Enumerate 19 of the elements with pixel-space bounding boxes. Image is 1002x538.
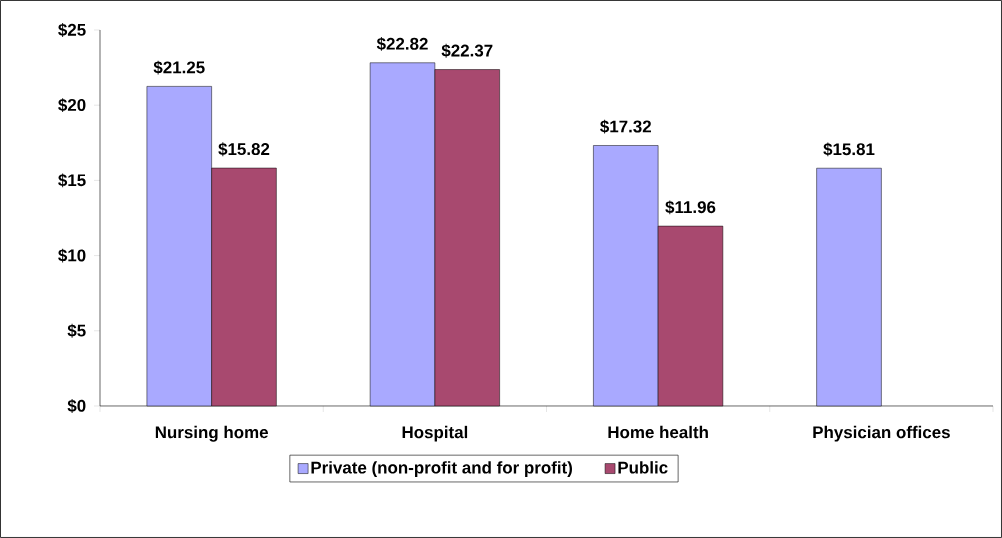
data-label: $15.82 xyxy=(218,142,270,157)
x-tick-label: Physician offices xyxy=(813,425,950,442)
data-label: $11.96 xyxy=(665,200,716,215)
y-tick-label: $5 xyxy=(67,323,86,338)
y-tick-label: $15 xyxy=(58,173,86,188)
x-tick-label: Hospital xyxy=(402,425,468,442)
y-tick-label: $20 xyxy=(58,98,86,113)
legend-label: Public xyxy=(618,461,668,474)
y-tick-label: $10 xyxy=(58,248,86,263)
y-tick-label: $0 xyxy=(67,399,86,413)
y-tick-label: $25 xyxy=(58,23,86,37)
x-tick-label: Home health xyxy=(608,425,708,439)
data-label: $15.81 xyxy=(823,142,875,157)
data-label: $22.82 xyxy=(376,37,428,51)
legend-label: Private (non-profit and for profit) xyxy=(311,461,572,477)
data-label: $22.37 xyxy=(441,43,493,58)
data-label: $21.25 xyxy=(153,60,205,75)
x-tick-label: Nursing home xyxy=(155,425,268,442)
data-label: $17.32 xyxy=(600,119,651,134)
